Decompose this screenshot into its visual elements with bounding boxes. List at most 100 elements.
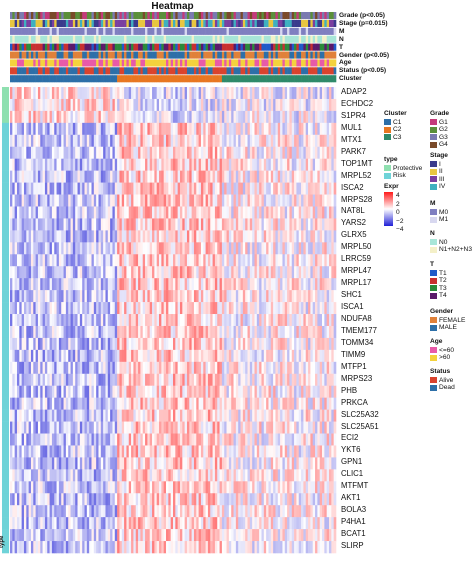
annotation-cell-status — [322, 67, 325, 75]
heatmap-cell — [149, 194, 153, 207]
annotation-cell-m — [10, 27, 13, 35]
heatmap-cell — [121, 242, 125, 255]
heatmap-cell — [284, 170, 288, 183]
heatmap-cell — [124, 206, 127, 219]
heatmap-cell — [35, 158, 39, 171]
heatmap-cell — [296, 110, 300, 124]
heatmap-cell — [93, 278, 97, 291]
heatmap-cell — [224, 278, 227, 291]
heatmap-cell — [224, 361, 227, 375]
heatmap-cell — [65, 361, 69, 375]
heatmap-cell — [275, 158, 279, 171]
heatmap-cell — [51, 385, 55, 398]
heatmap-cell — [308, 314, 311, 327]
heatmap-cell — [128, 98, 132, 112]
annotation-cell-n — [56, 35, 60, 43]
annotation-cell-gender — [235, 51, 239, 59]
heatmap-cell — [26, 230, 29, 243]
heatmap-cell — [245, 349, 248, 363]
heatmap-cell — [112, 373, 116, 387]
heatmap-cell — [131, 314, 134, 327]
annotation-cell-gender — [326, 51, 330, 59]
heatmap-cell — [170, 278, 174, 291]
heatmap-cell — [110, 361, 113, 375]
heatmap-cell — [186, 373, 190, 387]
heatmap-cell — [156, 254, 160, 267]
heatmap-cell — [259, 349, 262, 363]
heatmap-cell — [200, 158, 204, 171]
annotation-cell-n — [126, 35, 130, 43]
annotation-cell-grade — [10, 12, 13, 20]
heatmap-cell — [142, 98, 146, 112]
heatmap-cell — [212, 122, 216, 136]
annotation-cell-gender — [182, 51, 185, 59]
heatmap-cell — [40, 230, 43, 243]
heatmap-cell — [37, 98, 41, 112]
annotation-cell-n — [186, 35, 190, 43]
heatmap-cell — [100, 361, 104, 375]
heatmap-cell — [58, 87, 62, 100]
heatmap-cell — [221, 373, 225, 387]
heatmap-cell — [191, 266, 195, 279]
heatmap-cell — [35, 385, 39, 398]
annotation-cell-n — [317, 35, 320, 43]
heatmap-cell — [21, 206, 25, 219]
heatmap-cell — [168, 290, 171, 303]
heatmap-cell — [282, 158, 286, 171]
heatmap-cell — [233, 373, 237, 387]
heatmap-cell — [35, 134, 39, 148]
heatmap-cell — [147, 314, 151, 327]
annotation-cell-gender — [268, 51, 272, 59]
heatmap-cell — [329, 134, 332, 148]
heatmap-cell — [28, 290, 32, 303]
heatmap-cell — [117, 397, 120, 410]
annotation-cell-gender — [198, 51, 202, 59]
heatmap-cell — [266, 266, 269, 279]
heatmap-cell — [23, 230, 27, 243]
annotation-cell-t — [12, 43, 15, 51]
heatmap-cell — [252, 349, 255, 363]
heatmap-cell — [30, 278, 34, 291]
heatmap-cell — [40, 182, 43, 195]
heatmap-cell — [294, 170, 297, 183]
heatmap-cell — [326, 230, 330, 243]
heatmap-cell — [121, 170, 125, 183]
heatmap-cell — [259, 314, 262, 327]
heatmap-cell — [75, 206, 78, 219]
annotation-cell-cluster — [100, 75, 104, 83]
heatmap-cell — [135, 170, 139, 183]
annotation-cell-status — [217, 67, 220, 75]
heatmap-cell — [100, 266, 104, 279]
annotation-cell-status — [326, 67, 330, 75]
heatmap-cell — [40, 98, 43, 112]
heatmap-cell — [298, 206, 302, 219]
heatmap-cell — [207, 302, 211, 315]
heatmap-cell — [161, 361, 164, 375]
heatmap-cell — [333, 266, 337, 279]
heatmap-cell — [149, 337, 153, 351]
heatmap-cell — [240, 206, 244, 219]
annotation-cell-n — [168, 35, 171, 43]
heatmap-cell — [193, 134, 197, 148]
heatmap-cell — [63, 206, 67, 219]
annotation-cell-stage — [79, 19, 83, 27]
heatmap-cell — [217, 158, 220, 171]
heatmap-cell — [240, 182, 244, 195]
heatmap-cell — [277, 158, 281, 171]
annotation-cell-cluster — [133, 75, 137, 83]
heatmap-cell — [128, 290, 132, 303]
heatmap-cell — [189, 122, 192, 136]
heatmap-cell — [28, 314, 32, 327]
annotation-cell-grade — [184, 12, 188, 20]
heatmap-cell — [79, 302, 83, 315]
heatmap-cell — [124, 325, 127, 339]
annotation-cell-n — [14, 35, 18, 43]
heatmap-cell — [75, 87, 78, 100]
heatmap-cell — [203, 314, 206, 327]
annotation-cell-stage — [205, 19, 209, 27]
heatmap-cell — [305, 325, 309, 339]
heatmap-cell — [242, 182, 246, 195]
heatmap-cell — [163, 158, 167, 171]
heatmap-cell — [138, 218, 141, 231]
heatmap-cell — [44, 373, 48, 387]
